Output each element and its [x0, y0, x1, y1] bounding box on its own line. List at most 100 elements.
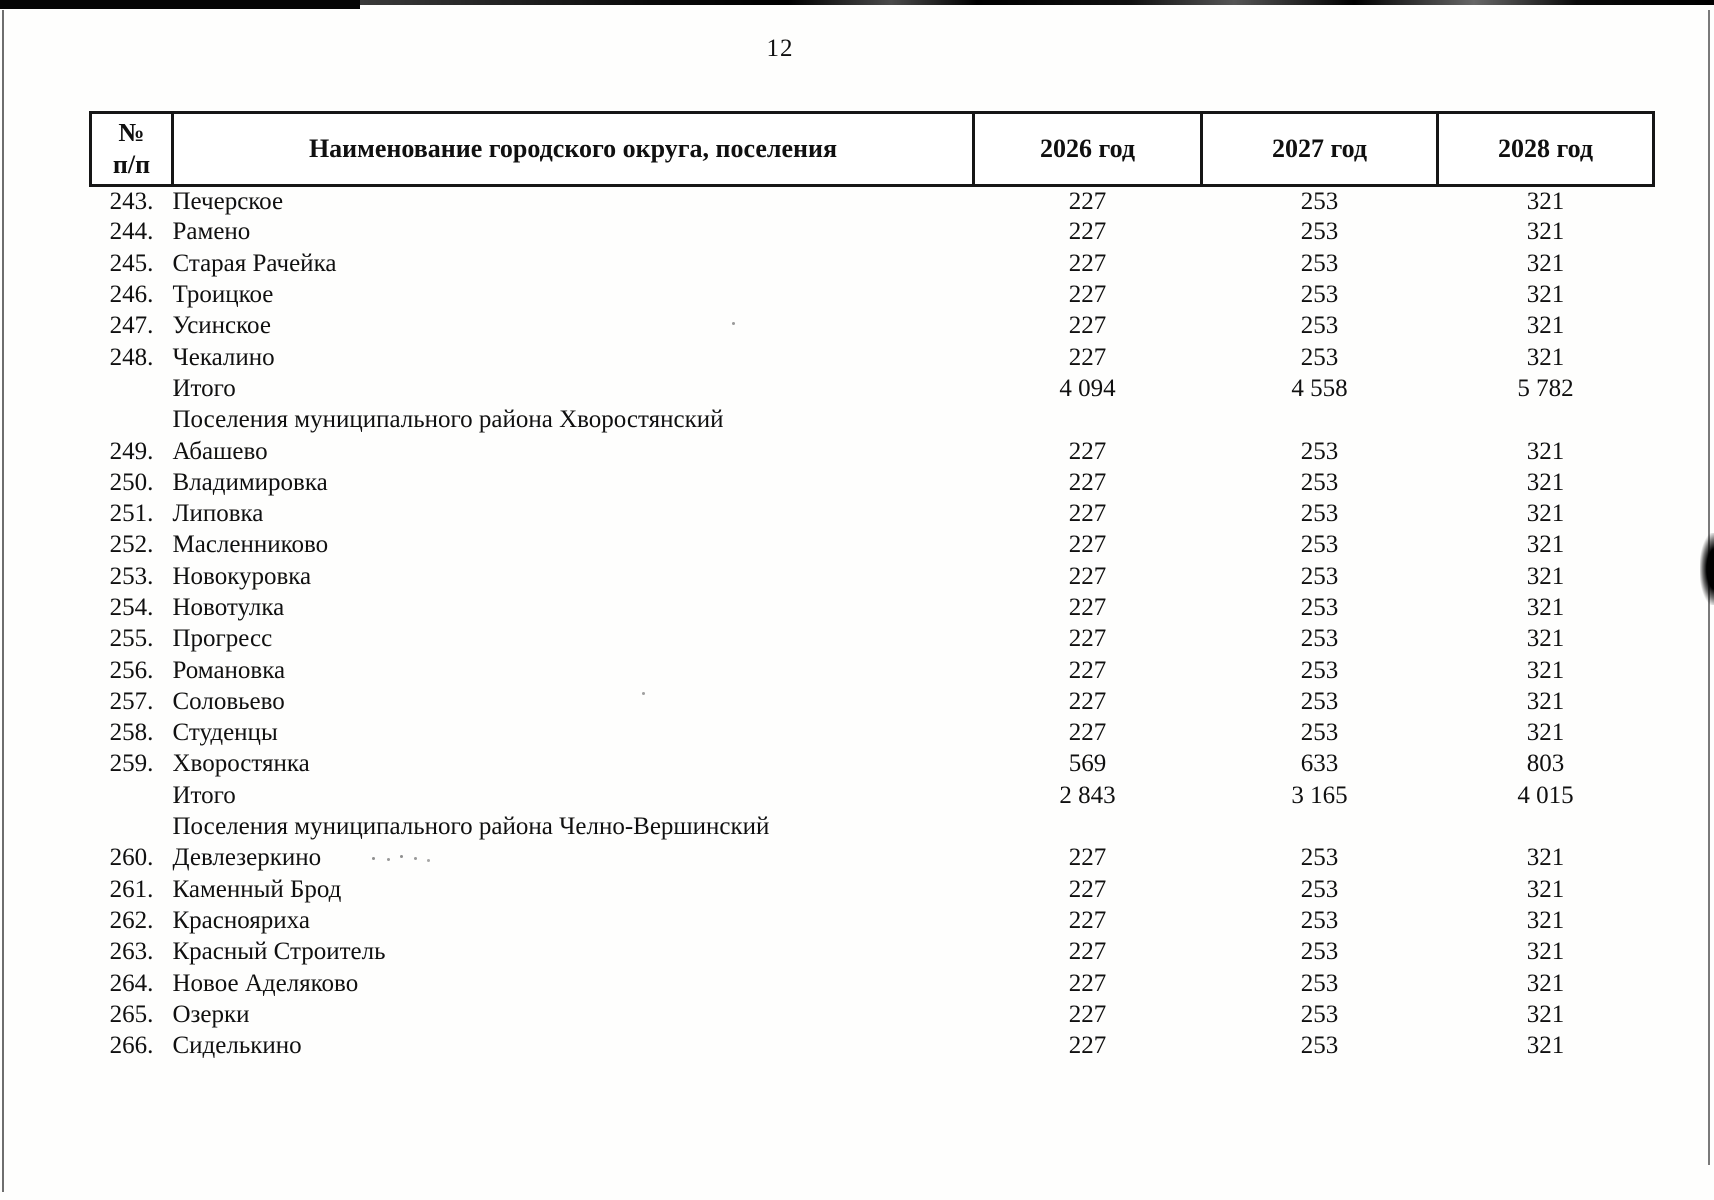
value-2026-cell: 227: [1068, 938, 1107, 966]
value-2028-cell: 5 782: [1517, 374, 1574, 402]
row-number-cell: 263.: [109, 938, 154, 966]
value-2026-cell: 227: [1068, 437, 1107, 465]
settlement-name-cell: Старая Рачейка: [172, 249, 337, 277]
section-header-row: Поселения муниципального района Хворостя…: [91, 405, 1654, 436]
value-2027-cell: 253: [1300, 844, 1339, 872]
total-label-cell: Итого: [172, 781, 236, 809]
settlement-name-cell: Усинское: [172, 312, 271, 340]
settlement-name-cell: Новокуровка: [172, 562, 312, 590]
row-number-cell: [91, 373, 173, 404]
row-number-cell: 265.: [109, 1000, 154, 1028]
column-header-year-2027: 2027 год: [1200, 111, 1439, 187]
row-number-cell: 252.: [109, 531, 154, 559]
value-2026-cell: 227: [1068, 844, 1107, 872]
value-2026-cell: 227: [1068, 594, 1107, 621]
settlement-name-cell: Озерки: [172, 1000, 250, 1028]
column-header-year-2026: 2026 год: [972, 111, 1203, 187]
row-number-cell: 251.: [109, 500, 154, 528]
table-row: 246. Троицкое 227 253 321: [91, 279, 1654, 310]
value-2027-cell: 253: [1300, 1000, 1339, 1028]
table-row: 262. Краснояриха 227 253 321: [91, 905, 1654, 936]
value-2027-cell: 253: [1300, 969, 1339, 997]
table-row: 255. Прогресс 227 253 321: [91, 624, 1654, 655]
settlement-name-cell: Каменный Брод: [172, 875, 342, 903]
value-2027-cell: 253: [1300, 594, 1339, 621]
settlement-name-cell: Прогресс: [172, 625, 273, 653]
value-2028-cell: 321: [1526, 1032, 1565, 1060]
table-row: 260. Девлезеркино 227 253 321: [91, 843, 1654, 874]
value-2027-cell: 253: [1300, 187, 1339, 215]
value-2028-cell: 321: [1526, 562, 1565, 590]
row-number-cell: 264.: [109, 969, 154, 997]
value-2028-cell: 321: [1526, 343, 1565, 371]
row-number-cell: [91, 811, 173, 842]
settlement-name-cell: Сиделькино: [172, 1032, 302, 1060]
value-2028-cell: 321: [1526, 500, 1565, 528]
table-row: 243. Печерское 227 253 321: [91, 186, 1654, 217]
value-2026-cell: 227: [1068, 562, 1107, 590]
value-2027-cell: 253: [1300, 719, 1339, 747]
total-row: Итого 2 843 3 165 4 015: [91, 780, 1654, 811]
table-row: 257. Соловьево 227 253 321: [91, 686, 1654, 717]
value-2028-cell: 321: [1526, 187, 1565, 215]
value-2028-cell: 321: [1526, 719, 1565, 747]
value-2027-cell: 253: [1300, 281, 1339, 309]
value-2026-cell: 4 094: [1059, 374, 1116, 402]
settlement-name-cell: Печерское: [172, 187, 284, 215]
value-2028-cell: 321: [1526, 938, 1565, 966]
value-2028-cell: 321: [1526, 531, 1565, 559]
row-number-cell: 266.: [109, 1032, 154, 1060]
scan-artifact-specks: [372, 857, 375, 860]
table-row: 263. Красный Строитель 227 253 321: [91, 937, 1654, 968]
row-number-cell: 254.: [109, 594, 154, 621]
value-2027-cell: 253: [1300, 562, 1339, 590]
value-2026-cell: 227: [1068, 969, 1107, 997]
row-number-cell: 244.: [109, 218, 154, 246]
value-2027-cell: 253: [1300, 625, 1339, 653]
row-number-cell: 260.: [109, 844, 154, 872]
row-number-cell: [91, 405, 173, 436]
value-2026-cell: 227: [1068, 687, 1107, 715]
settlement-name-cell: Девлезеркино: [172, 844, 322, 872]
row-number-cell: 256.: [109, 656, 154, 684]
table-row: 254. Новотулка 227 253 321: [91, 592, 1654, 623]
total-label-cell: Итого: [172, 374, 236, 402]
section-header-row: Поселения муниципального района Челно-Ве…: [91, 811, 1654, 842]
row-number-cell: 261.: [109, 875, 154, 903]
value-2026-cell: 227: [1068, 187, 1107, 215]
value-2027-cell: 253: [1300, 500, 1339, 528]
value-2027-cell: 253: [1300, 312, 1339, 340]
settlement-name-cell: Масленниково: [172, 531, 329, 559]
row-number-cell: 247.: [109, 312, 154, 340]
scan-artifact-smudge: [1700, 533, 1714, 605]
value-2028-cell: 321: [1526, 625, 1565, 653]
settlement-name-cell: Троицкое: [172, 281, 274, 309]
row-number-cell: 258.: [109, 719, 154, 747]
table-row: 261. Каменный Брод 227 253 321: [91, 874, 1654, 905]
value-2028-cell: 321: [1526, 875, 1565, 903]
value-2027-cell: 253: [1300, 531, 1339, 559]
value-2026-cell: 2 843: [1059, 781, 1116, 809]
table-header: № п/п Наименование городского округа, по…: [89, 111, 1655, 187]
value-2027-cell: 253: [1300, 343, 1339, 371]
row-number-cell: 245.: [109, 249, 154, 277]
value-2027-cell: 253: [1300, 656, 1339, 684]
table-row: 250. Владимировка 227 253 321: [91, 467, 1654, 498]
settlement-name-cell: Студенцы: [172, 719, 278, 747]
value-2027-cell: 253: [1300, 875, 1339, 903]
value-2026-cell: 227: [1068, 343, 1107, 371]
value-2026-cell: 227: [1068, 468, 1107, 496]
scan-artifact-top-edge-thick: [0, 0, 360, 9]
value-2026-cell: 227: [1068, 625, 1107, 653]
row-number-cell: 249.: [109, 437, 154, 465]
section-title-cell: Поселения муниципального района Челно-Ве…: [172, 813, 770, 841]
table-row: 259. Хворостянка 569 633 803: [91, 749, 1654, 780]
value-2028-cell: 321: [1526, 249, 1565, 277]
column-header-settlement-name: Наименование городского округа, поселени…: [171, 111, 975, 187]
value-2027-cell: 253: [1300, 468, 1339, 496]
table-header-row: № п/п Наименование городского округа, по…: [89, 111, 1655, 187]
row-number-cell: 259.: [109, 750, 154, 778]
row-number-cell: 262.: [109, 906, 154, 934]
column-header-row-number-bottom: п/п: [112, 150, 151, 179]
